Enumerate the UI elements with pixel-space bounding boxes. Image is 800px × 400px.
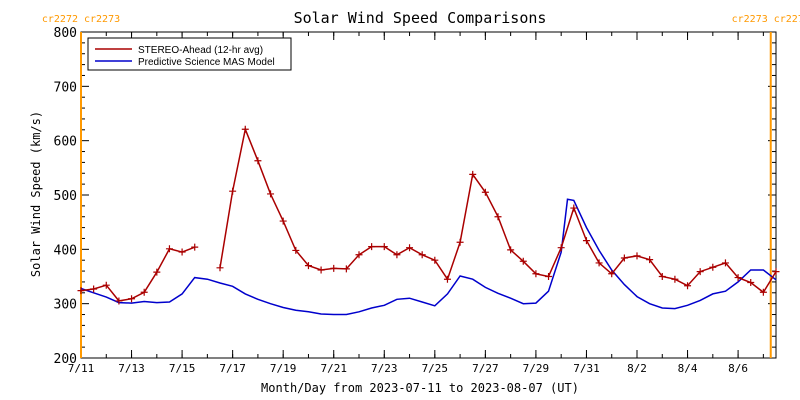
- data-point: [279, 217, 287, 225]
- data-point: [418, 251, 426, 259]
- data-point: [545, 273, 553, 280]
- y-tick-label: 300: [54, 298, 77, 313]
- y-tick-label: 400: [54, 243, 77, 258]
- x-tick-label: 7/11: [68, 362, 95, 375]
- x-tick-label: 7/19: [270, 362, 297, 375]
- x-tick-label: 7/21: [320, 362, 347, 375]
- x-tick-label: 7/13: [118, 362, 145, 375]
- series-0: [77, 125, 780, 305]
- y-tick-label: 700: [54, 80, 77, 95]
- data-point: [671, 275, 679, 283]
- data-point: [557, 244, 565, 252]
- x-tick-label: 7/31: [573, 362, 600, 375]
- data-point: [684, 282, 692, 290]
- data-point: [747, 278, 755, 286]
- data-point: [115, 297, 123, 305]
- data-point: [431, 256, 439, 264]
- x-tick-label: 8/4: [678, 362, 698, 375]
- legend-box: [87, 37, 292, 71]
- series-line: [80, 198, 777, 316]
- legend: STEREO-Ahead (12-hr avg)Predictive Scien…: [87, 37, 292, 71]
- y-tick-label: 600: [54, 135, 77, 150]
- data-point: [633, 252, 641, 260]
- data-point: [393, 251, 401, 259]
- data-point: [734, 274, 742, 282]
- data-point: [355, 251, 363, 259]
- data-point: [709, 263, 717, 271]
- x-tick-label: 7/15: [169, 362, 196, 375]
- data-point: [330, 264, 338, 272]
- data-point: [77, 287, 85, 295]
- data-point: [292, 246, 300, 254]
- data-point: [772, 268, 780, 276]
- data-point: [481, 188, 489, 196]
- x-tick-label: 8/6: [728, 362, 748, 375]
- data-point: [456, 238, 464, 246]
- carrington-marker-layer: cr2272 cr2273 cr2273 cr2274: [42, 14, 800, 358]
- y-axis-label: Solar Wind Speed (km/s): [29, 111, 43, 277]
- x-tick-label: 8/2: [627, 362, 647, 375]
- data-point: [608, 270, 616, 278]
- data-point: [658, 273, 666, 280]
- data-point: [304, 262, 312, 270]
- y-tick-label: 200: [54, 352, 77, 367]
- carrington-label-right: cr2273: [84, 14, 120, 25]
- data-point: [342, 265, 350, 273]
- x-tick-label: 7/17: [219, 362, 246, 375]
- x-tick-label: 7/27: [472, 362, 499, 375]
- data-point: [191, 243, 199, 251]
- data-point: [216, 264, 224, 272]
- data-point: [519, 257, 527, 265]
- data-point: [140, 288, 148, 296]
- series-1: [80, 198, 777, 316]
- data-point: [570, 204, 578, 212]
- series-layer: [77, 125, 780, 316]
- legend-label: Predictive Science MAS Model: [138, 57, 275, 68]
- data-point: [696, 268, 704, 276]
- data-point: [507, 246, 515, 254]
- series-line: [80, 246, 195, 302]
- data-point: [494, 213, 502, 221]
- data-point: [532, 270, 540, 278]
- carrington-label-left: cr2272: [42, 14, 78, 25]
- data-point: [165, 245, 173, 253]
- carrington-label-right: cr2274: [774, 14, 800, 25]
- axes-layer: 200 300 400 500 600 700 800 7/11 7/13 7/15 7/17 7/1…: [54, 26, 777, 375]
- data-point: [102, 281, 110, 289]
- carrington-label-left: cr2273: [732, 14, 768, 25]
- data-point: [406, 244, 414, 252]
- data-point: [254, 157, 262, 165]
- data-point: [646, 256, 654, 264]
- data-point: [469, 170, 477, 178]
- y-tick-label: 500: [54, 189, 77, 204]
- chart-title: Solar Wind Speed Comparisons: [294, 9, 547, 27]
- x-tick-label: 7/23: [371, 362, 398, 375]
- data-point: [241, 125, 249, 133]
- data-point: [128, 295, 136, 303]
- data-point: [153, 268, 161, 276]
- data-point: [582, 237, 590, 245]
- y-tick-label: 800: [54, 26, 77, 41]
- data-point: [178, 248, 186, 256]
- data-point: [759, 288, 767, 296]
- data-point: [317, 266, 325, 274]
- legend-label: STEREO-Ahead (12-hr avg): [138, 45, 263, 56]
- data-point: [620, 254, 628, 262]
- data-point: [721, 259, 729, 267]
- x-axis-label: Month/Day from 2023-07-11 to 2023-08-07 …: [261, 381, 579, 395]
- data-point: [380, 243, 388, 251]
- x-tick-label: 7/25: [422, 362, 449, 375]
- x-tick-label: 7/29: [523, 362, 550, 375]
- data-point: [443, 275, 451, 283]
- data-point: [90, 285, 98, 293]
- data-point: [368, 243, 376, 251]
- data-point: [229, 187, 237, 195]
- data-point: [595, 259, 603, 267]
- data-point: [267, 190, 275, 198]
